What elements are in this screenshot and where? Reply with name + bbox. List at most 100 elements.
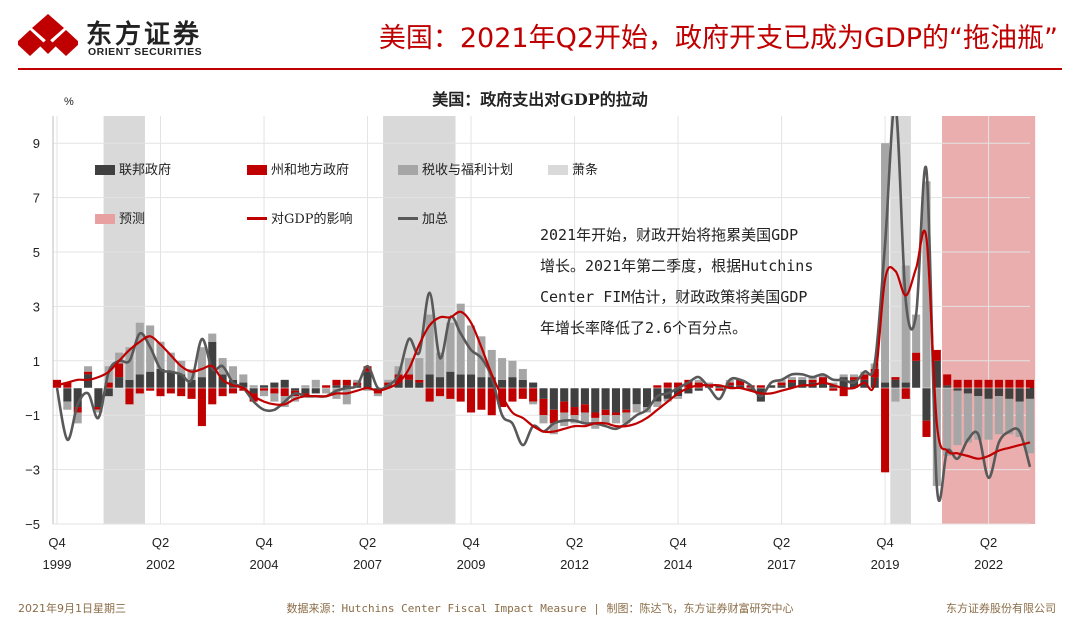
- bar-segment: [84, 366, 93, 372]
- legend-color-swatch: [95, 214, 115, 224]
- x-tick-label: 2017: [767, 557, 796, 572]
- bar-segment: [404, 379, 413, 388]
- bar-segment: [94, 409, 103, 413]
- bar-segment: [591, 388, 600, 413]
- bar-segment: [1015, 388, 1024, 402]
- bar-segment: [653, 385, 662, 388]
- bar-segment: [166, 371, 175, 388]
- bar-segment: [901, 265, 910, 383]
- bar-segment: [394, 382, 403, 388]
- bar-segment: [932, 349, 941, 361]
- bar-segment: [705, 382, 714, 386]
- bar-segment: [239, 374, 248, 383]
- bar-segment: [601, 409, 610, 416]
- bar-segment: [974, 396, 983, 440]
- bar-segment: [249, 385, 258, 388]
- bar-segment: [601, 415, 610, 424]
- bar-segment: [384, 379, 393, 383]
- bar-segment: [539, 415, 548, 424]
- bar-segment: [84, 371, 93, 375]
- legend-line-swatch: [247, 217, 267, 220]
- bar-segment: [342, 388, 351, 405]
- brand-logo: 东方证券 ORIENT SECURITIES: [18, 10, 248, 62]
- bar-segment: [932, 388, 941, 486]
- bar-segment: [94, 407, 103, 410]
- x-tick-label: 1999: [43, 557, 72, 572]
- bar-segment: [280, 379, 289, 388]
- bar-segment: [767, 385, 776, 388]
- bar-segment: [1025, 398, 1035, 454]
- bar-segment: [94, 388, 103, 408]
- legend-label: 州和地方政府: [271, 163, 350, 178]
- bar-segment: [943, 385, 952, 388]
- bar-segment: [539, 398, 548, 416]
- bar-segment: [539, 388, 548, 399]
- bar-segment: [332, 379, 341, 386]
- bar-segment: [125, 379, 134, 388]
- bar-segment: [166, 388, 175, 394]
- bar-segment: [860, 379, 869, 388]
- x-tick-label: Q2: [359, 535, 376, 550]
- bar-segment: [549, 409, 558, 424]
- bar-segment: [570, 415, 579, 424]
- bar-segment: [529, 388, 538, 402]
- bar-segment: [611, 412, 620, 416]
- annotation-line: 年增长率降低了2.6个百分点。: [540, 319, 748, 337]
- bar-segment: [953, 390, 962, 446]
- bar-segment: [508, 360, 517, 378]
- bar-segment: [922, 388, 931, 421]
- bar-segment: [622, 412, 631, 424]
- bar-segment: [994, 379, 1003, 388]
- bar-segment: [508, 377, 517, 388]
- bar-segment: [881, 388, 890, 473]
- bar-segment: [404, 374, 413, 380]
- bar-segment: [353, 379, 362, 383]
- bar-segment: [611, 388, 620, 413]
- bar-segment: [912, 352, 921, 361]
- x-tick-label: Q2: [773, 535, 790, 550]
- legend-label: 预测: [119, 212, 146, 227]
- bar-segment: [725, 385, 734, 388]
- total-line: [55, 116, 1032, 503]
- bar-segment: [798, 379, 807, 388]
- bar-segment: [560, 412, 569, 427]
- bar-segment: [808, 377, 817, 380]
- bar-segment: [984, 398, 993, 440]
- bar-segment: [1015, 401, 1024, 437]
- x-tick-label: Q4: [48, 535, 65, 550]
- bar-segment: [881, 143, 890, 383]
- bar-segment: [311, 388, 320, 394]
- bar-segment: [467, 374, 476, 388]
- bar-segment: [881, 382, 890, 388]
- bar-segment: [891, 377, 900, 380]
- x-tick-label: 2019: [871, 557, 900, 572]
- recession-band: [103, 116, 145, 524]
- bar-segment: [177, 388, 186, 397]
- bar-segment: [984, 388, 993, 399]
- bar-segment: [477, 377, 486, 388]
- bar-segment: [849, 377, 859, 380]
- bar-segment: [291, 388, 300, 391]
- bar-segment: [311, 379, 320, 388]
- bar-segment: [487, 349, 496, 378]
- bar-segment: [674, 382, 683, 388]
- x-tick-label: 2002: [146, 557, 175, 572]
- bar-segment: [622, 388, 631, 410]
- bar-segment: [756, 385, 765, 388]
- bar-segment: [611, 415, 620, 424]
- x-tick-label: Q2: [566, 535, 583, 550]
- bar-segment: [736, 385, 745, 388]
- legend-color-swatch: [247, 165, 267, 175]
- bar-segment: [52, 379, 62, 388]
- bar-segment: [839, 374, 848, 378]
- bar-segment: [849, 374, 859, 378]
- chart-title: 美国：政府支出对GDP的拉动: [432, 90, 648, 109]
- x-tick-label: 2022: [974, 557, 1003, 572]
- annotation-line: Center FIM估计，财政政策将美国GDP: [540, 288, 808, 306]
- bar-segment: [529, 401, 538, 405]
- bar-segment: [477, 388, 486, 410]
- bar-segment: [197, 377, 206, 388]
- bar-segment: [953, 388, 962, 391]
- bar-segment: [642, 388, 652, 408]
- x-tick-label: Q4: [876, 535, 893, 550]
